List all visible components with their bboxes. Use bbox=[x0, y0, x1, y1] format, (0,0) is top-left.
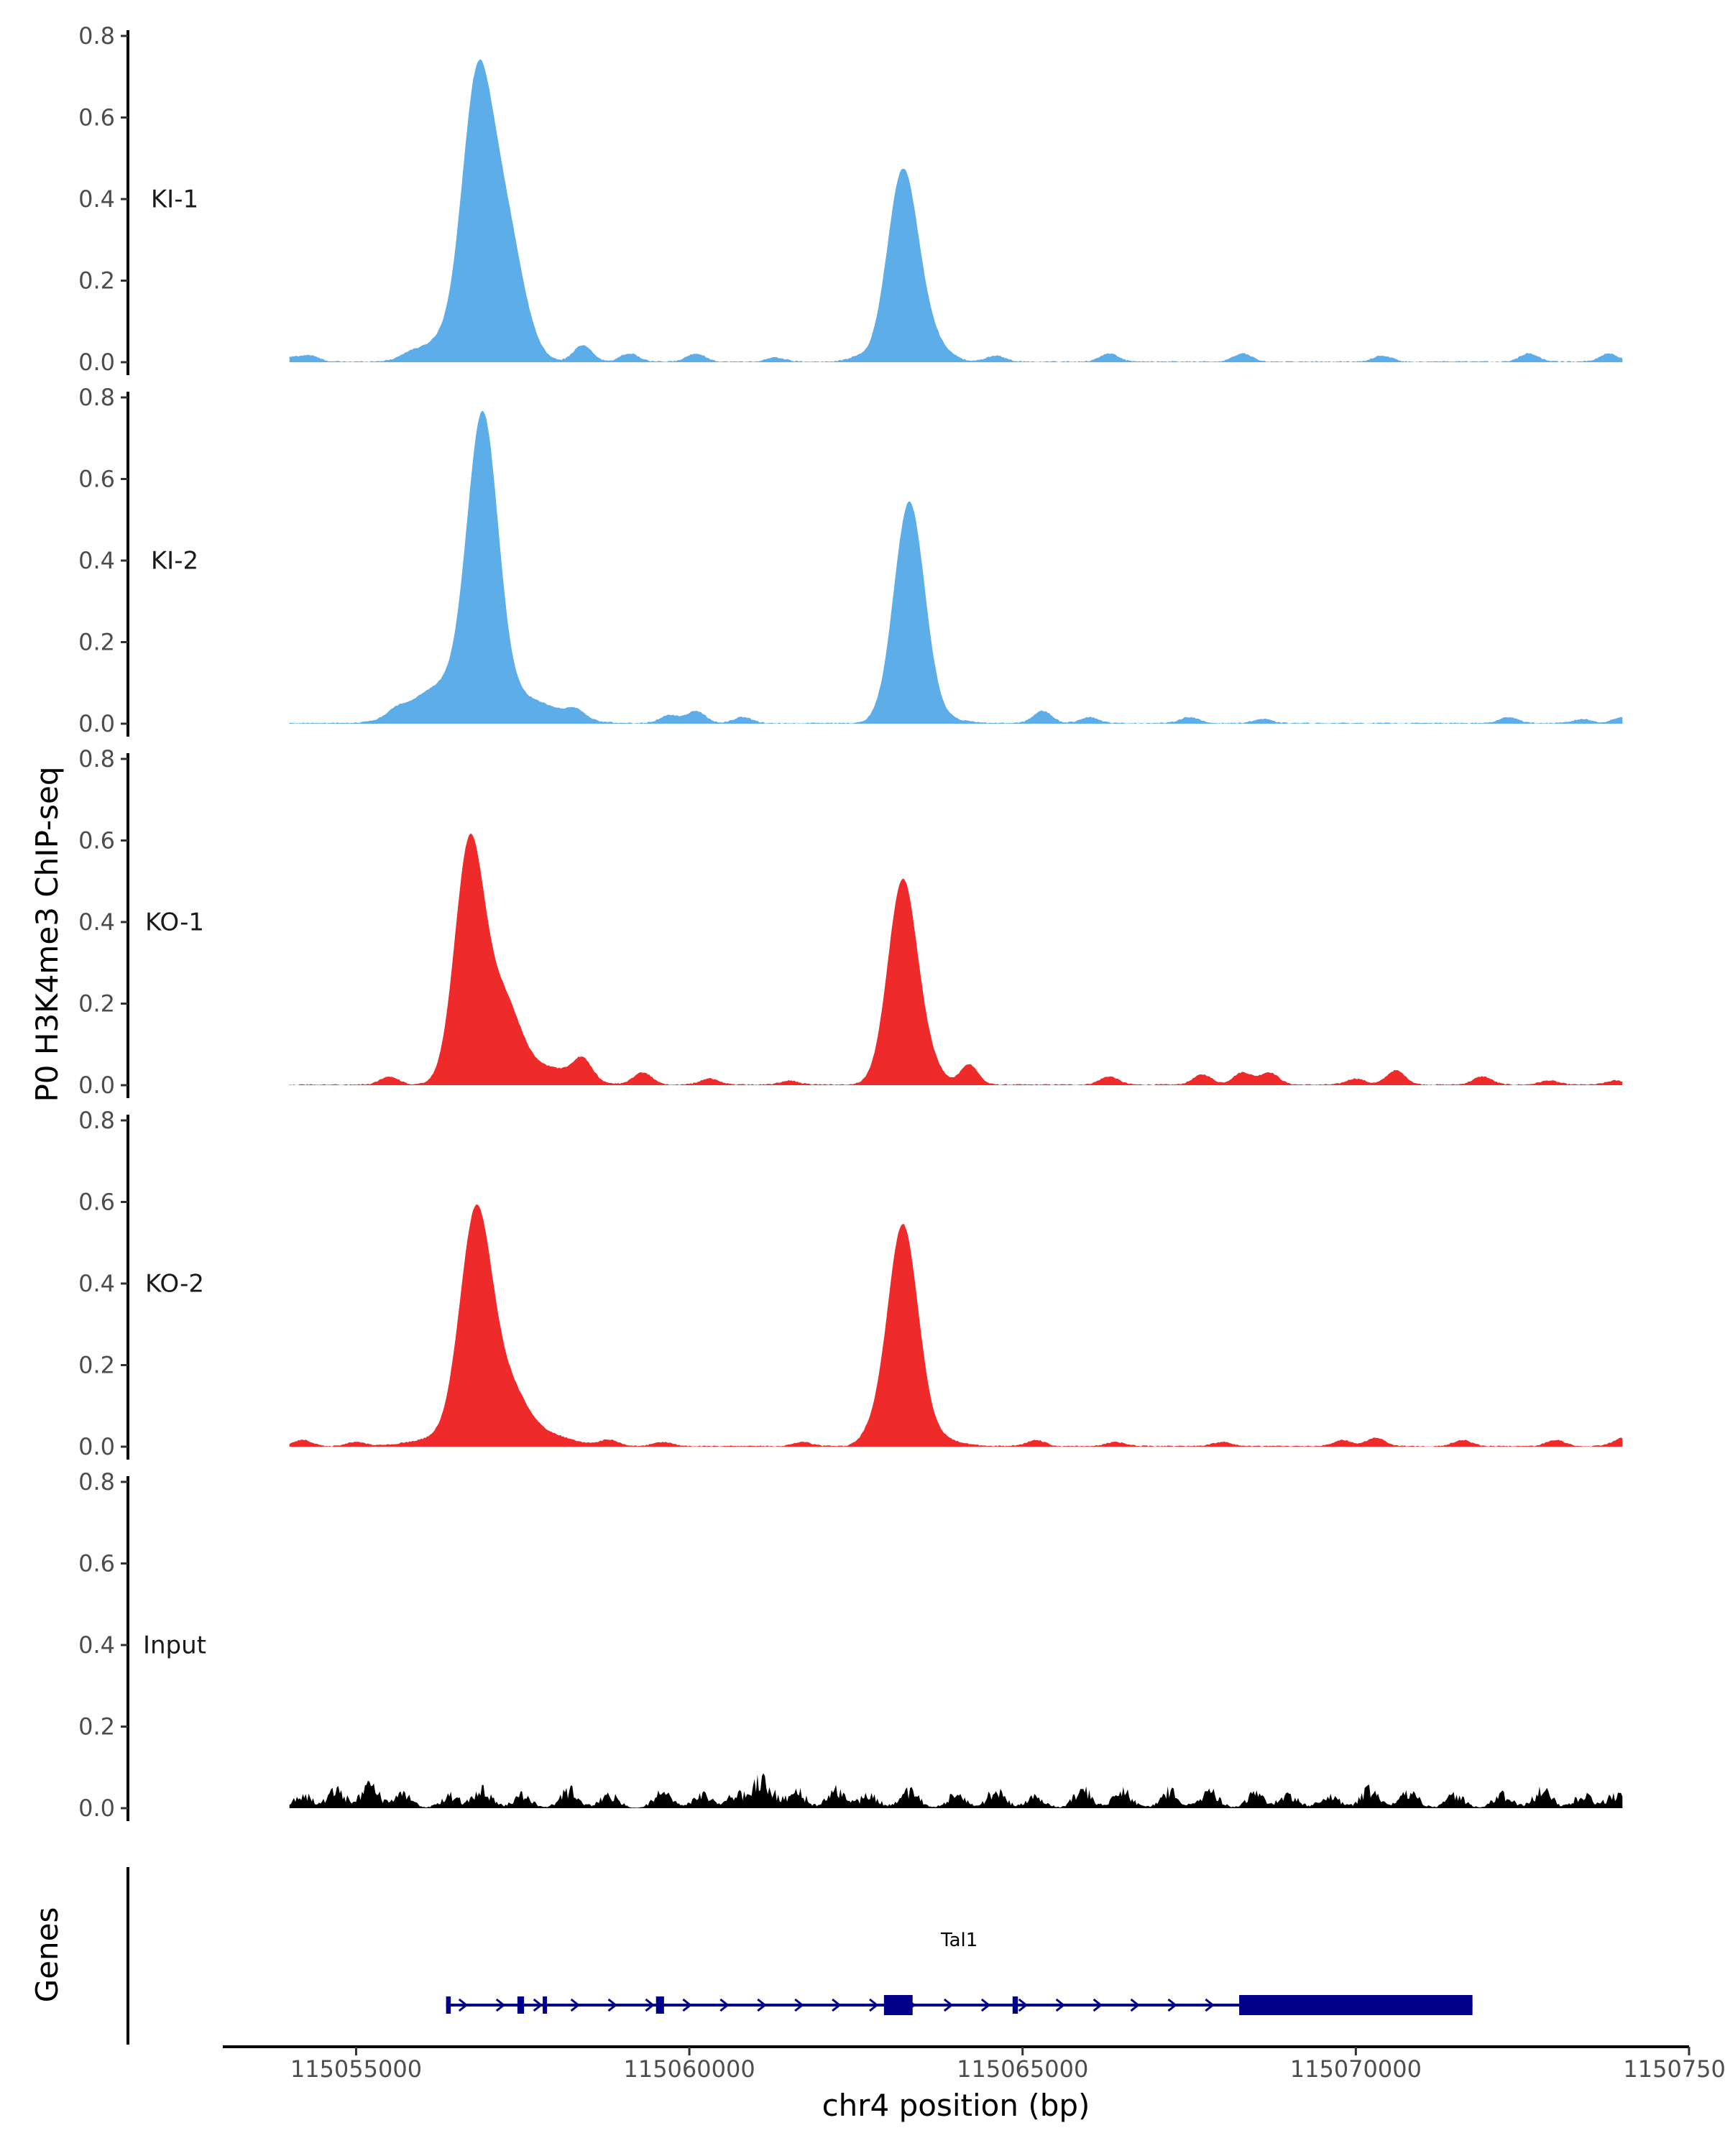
y-tick-label: 0.4 bbox=[78, 1270, 115, 1297]
y-tick-label: 0.2 bbox=[78, 1352, 115, 1379]
strand-arrow bbox=[495, 1998, 506, 2012]
genes-layer: Tal1 bbox=[126, 1867, 1473, 2045]
y-tick-label: 0.8 bbox=[78, 22, 115, 50]
strand-arrow bbox=[794, 1998, 804, 2012]
y-axis-title: P0 H3K4me3 ChIP-seq bbox=[29, 766, 65, 1102]
y-tick-label: 0.8 bbox=[78, 384, 115, 411]
strand-arrow bbox=[533, 1998, 543, 2012]
y-tick-label: 0.6 bbox=[78, 466, 115, 493]
strand-arrow bbox=[570, 1998, 581, 2012]
track-ki-2: 0.0 0.2 0.4 0.6 0.8 KI-2 bbox=[78, 384, 1623, 737]
signal-area-ko-2 bbox=[289, 1204, 1623, 1447]
y-tick-label: 0.4 bbox=[78, 547, 115, 574]
y-tick-label: 0.6 bbox=[78, 827, 115, 854]
y-tick-label: 0.2 bbox=[78, 990, 115, 1018]
y-tick-label: 0.2 bbox=[78, 267, 115, 295]
gene-exon bbox=[656, 1996, 664, 2014]
x-tick-label: 115065000 bbox=[957, 2055, 1088, 2083]
track-label: Input bbox=[143, 1631, 206, 1659]
gene-exon bbox=[517, 1996, 525, 2014]
x-axis-title: chr4 position (bp) bbox=[822, 2088, 1090, 2123]
x-tick-label: 115060000 bbox=[623, 2055, 755, 2083]
signal-area-input bbox=[289, 1773, 1623, 1808]
x-tick-label: 115075000 bbox=[1623, 2055, 1725, 2083]
strand-arrow bbox=[869, 1998, 879, 2012]
track-label: KI-1 bbox=[151, 185, 198, 213]
signal-area-ki-2 bbox=[289, 410, 1623, 724]
y-tick-label: 0.0 bbox=[78, 1072, 115, 1099]
y-tick-label: 0.0 bbox=[78, 710, 115, 737]
gene-exon bbox=[543, 1996, 548, 2014]
x-tick-label: 115070000 bbox=[1290, 2055, 1422, 2083]
track-label: KI-2 bbox=[151, 546, 198, 575]
gene-name-label: Tal1 bbox=[940, 1930, 978, 1951]
strand-arrow bbox=[1167, 1998, 1177, 2012]
y-tick-label: 0.8 bbox=[78, 1468, 115, 1496]
y-tick-label: 0.0 bbox=[78, 1433, 115, 1460]
signal-area-ko-1 bbox=[289, 834, 1623, 1085]
y-tick-label: 0.4 bbox=[78, 185, 115, 213]
y-tick-label: 0.2 bbox=[78, 629, 115, 656]
strand-arrow bbox=[645, 1998, 655, 2012]
track-label: KO-2 bbox=[145, 1269, 204, 1298]
strand-arrow bbox=[943, 1998, 954, 2012]
track-ko-1: 0.0 0.2 0.4 0.6 0.8 KO-1 bbox=[78, 745, 1623, 1099]
y-tick-label: 0.0 bbox=[78, 1795, 115, 1822]
track-ko-2: 0.0 0.2 0.4 0.6 0.8 KO-2 bbox=[78, 1107, 1623, 1460]
x-tick-label: 115055000 bbox=[290, 2055, 422, 2083]
y-tick-label: 0.8 bbox=[78, 745, 115, 773]
strand-arrow bbox=[1055, 1998, 1066, 2012]
x-axis: 115055000 115060000 115065000 115070000 1150… bbox=[223, 2045, 1725, 2083]
gene-exon bbox=[446, 1996, 451, 2014]
y-tick-label: 0.4 bbox=[78, 908, 115, 936]
strand-arrow bbox=[1018, 1998, 1029, 2012]
track-label: KO-1 bbox=[145, 908, 204, 936]
strand-arrow bbox=[1130, 1998, 1140, 2012]
strand-arrow bbox=[832, 1998, 842, 2012]
tracks-layer: 0.00.20.40.60.8KI-10.00.20.40.60.8KI-20.… bbox=[78, 22, 1623, 1822]
gene-exon bbox=[1012, 1996, 1018, 2014]
strand-arrow bbox=[980, 1998, 991, 2012]
strand-arrow bbox=[682, 1998, 692, 2012]
y-tick-label: 0.0 bbox=[78, 349, 115, 376]
strand-arrow bbox=[1092, 1998, 1103, 2012]
y-tick-label: 0.4 bbox=[78, 1631, 115, 1659]
strand-arrow bbox=[757, 1998, 767, 2012]
genes-axis-title: Genes bbox=[29, 1907, 65, 2003]
strand-arrow bbox=[1205, 1998, 1215, 2012]
signal-area-ki-1 bbox=[289, 59, 1623, 362]
gene-exon bbox=[883, 1995, 913, 2015]
y-tick-label: 0.2 bbox=[78, 1713, 115, 1741]
track-ki-1: 0.0 0.2 0.4 0.6 0.8 KI-1 bbox=[78, 22, 1623, 376]
y-tick-label: 0.6 bbox=[78, 1189, 115, 1216]
gene-exon bbox=[1239, 1995, 1473, 2015]
y-tick-label: 0.6 bbox=[78, 1550, 115, 1577]
strand-arrow bbox=[607, 1998, 617, 2012]
y-tick-label: 0.8 bbox=[78, 1107, 115, 1134]
y-tick-label: 0.6 bbox=[78, 104, 115, 132]
strand-arrow bbox=[458, 1998, 469, 2012]
track-input: 0.0 0.2 0.4 0.6 0.8 Input bbox=[78, 1468, 1623, 1822]
strand-arrow bbox=[719, 1998, 730, 2012]
